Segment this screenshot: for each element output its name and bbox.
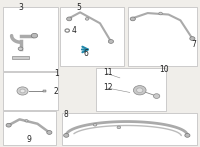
Circle shape (31, 33, 38, 38)
Text: 5: 5 (77, 3, 82, 12)
FancyBboxPatch shape (60, 6, 124, 66)
Text: 1: 1 (54, 69, 59, 78)
Circle shape (93, 123, 97, 126)
Text: 3: 3 (18, 4, 23, 12)
Text: 12: 12 (103, 83, 112, 92)
FancyBboxPatch shape (62, 113, 197, 145)
Circle shape (67, 17, 72, 21)
Circle shape (185, 133, 190, 137)
Bar (43, 90, 46, 92)
Text: 2: 2 (53, 87, 58, 96)
Text: 11: 11 (103, 68, 112, 77)
Circle shape (25, 120, 28, 122)
Circle shape (85, 18, 89, 20)
Circle shape (6, 123, 11, 127)
Text: 9: 9 (26, 135, 31, 143)
Circle shape (153, 94, 160, 98)
Text: 8: 8 (64, 110, 69, 119)
Circle shape (20, 89, 25, 93)
Bar (12, 56, 29, 59)
Circle shape (47, 131, 52, 134)
FancyBboxPatch shape (3, 72, 58, 110)
Circle shape (137, 88, 143, 93)
Text: 10: 10 (159, 65, 168, 74)
Text: 4: 4 (71, 26, 76, 35)
Circle shape (18, 47, 23, 50)
Circle shape (190, 37, 195, 40)
Circle shape (133, 86, 146, 95)
FancyBboxPatch shape (96, 68, 166, 111)
FancyBboxPatch shape (128, 6, 197, 66)
Circle shape (17, 87, 28, 95)
Circle shape (117, 126, 121, 129)
FancyBboxPatch shape (3, 111, 56, 145)
Circle shape (64, 133, 69, 137)
Text: 7: 7 (191, 40, 196, 49)
FancyBboxPatch shape (3, 6, 58, 71)
Text: 6: 6 (84, 49, 89, 58)
Circle shape (108, 40, 114, 43)
Circle shape (159, 12, 162, 15)
Circle shape (130, 17, 135, 21)
